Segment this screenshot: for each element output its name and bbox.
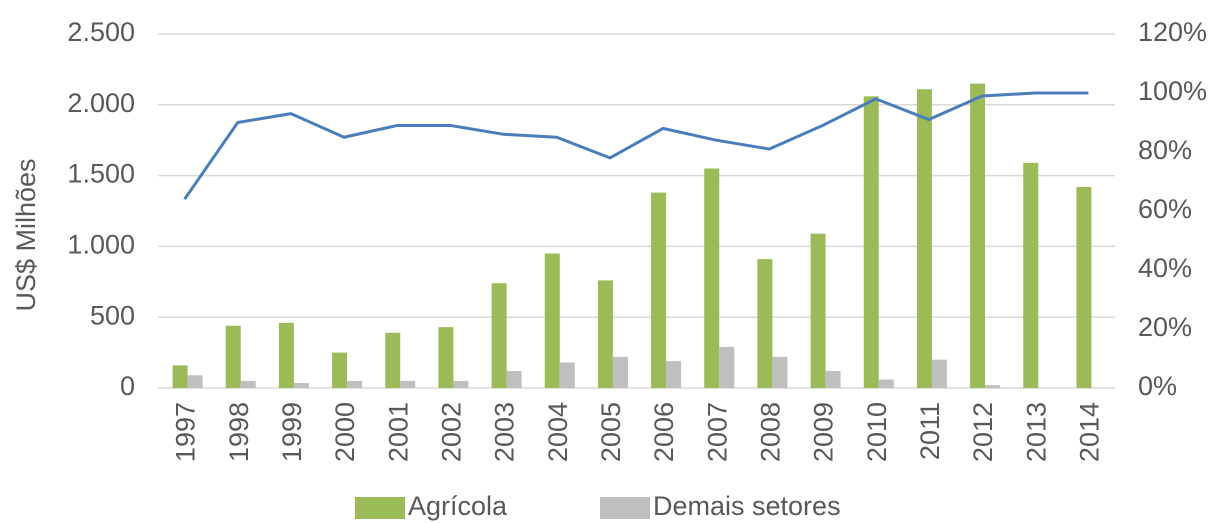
bar xyxy=(544,253,560,388)
bar xyxy=(278,322,294,388)
bar xyxy=(985,385,1001,388)
legend-swatch xyxy=(600,497,650,519)
x-tick-label: 2000 xyxy=(330,402,360,462)
bar xyxy=(240,380,256,388)
y2-tick-label: 40% xyxy=(1138,253,1192,283)
bar xyxy=(225,325,241,388)
bar xyxy=(704,168,720,388)
bar xyxy=(332,352,348,388)
legend-label: Demais setores xyxy=(653,491,841,521)
bar xyxy=(438,327,454,388)
bar xyxy=(931,359,947,388)
x-tick-label: 2013 xyxy=(1021,402,1051,462)
x-tick-label: 1997 xyxy=(171,402,201,462)
bar xyxy=(187,375,203,388)
bar xyxy=(400,380,416,388)
bar xyxy=(1076,186,1092,388)
x-tick-label: 2002 xyxy=(437,402,467,462)
x-tick-label: 2012 xyxy=(968,402,998,462)
bar xyxy=(293,383,309,388)
y-tick-label: 1.500 xyxy=(67,159,135,189)
y-tick-label: 0 xyxy=(120,371,135,401)
y-tick-label: 500 xyxy=(90,300,135,330)
bar xyxy=(597,280,613,388)
bar xyxy=(612,356,628,388)
legend-label: Agrícola xyxy=(408,491,508,521)
bar xyxy=(1023,162,1039,388)
y2-tick-label: 20% xyxy=(1138,312,1192,342)
bar xyxy=(172,365,188,388)
x-tick-label: 1998 xyxy=(224,402,254,462)
bar xyxy=(916,89,932,388)
x-tick-label: 2007 xyxy=(702,402,732,462)
x-tick-label: 2004 xyxy=(543,402,573,462)
x-tick-label: 1999 xyxy=(277,402,307,462)
bar xyxy=(757,259,773,388)
y-tick-label: 1.000 xyxy=(67,230,135,260)
bar xyxy=(863,96,879,388)
bar xyxy=(559,362,575,388)
y2-tick-label: 120% xyxy=(1138,17,1207,47)
line xyxy=(183,91,1089,201)
bar xyxy=(772,356,788,388)
bar xyxy=(347,380,363,388)
bar xyxy=(878,379,894,388)
bar xyxy=(810,233,826,388)
y-axis-label: US$ Milhões xyxy=(11,158,41,311)
x-tick-label: 2011 xyxy=(915,402,945,460)
y2-tick-label: 80% xyxy=(1138,135,1192,165)
legend-swatch xyxy=(355,497,405,519)
x-tick-label: 2001 xyxy=(383,402,413,462)
bar xyxy=(719,346,735,388)
bar xyxy=(385,332,401,388)
x-tick-label: 2008 xyxy=(756,402,786,462)
y-tick-label: 2.500 xyxy=(67,17,135,47)
bar xyxy=(666,361,682,388)
bar xyxy=(453,380,469,388)
bar xyxy=(491,283,507,388)
x-tick-label: 2010 xyxy=(862,402,892,462)
x-tick-label: 2009 xyxy=(809,402,839,462)
y2-tick-label: 100% xyxy=(1138,76,1207,106)
bar xyxy=(651,192,667,388)
bar xyxy=(825,371,841,388)
y2-tick-label: 60% xyxy=(1138,194,1192,224)
y-tick-label: 2.000 xyxy=(67,88,135,118)
x-tick-label: 2014 xyxy=(1075,402,1105,462)
y2-tick-label: 0% xyxy=(1138,371,1177,401)
x-tick-label: 2003 xyxy=(490,402,520,462)
x-tick-label: 2005 xyxy=(596,402,626,462)
bar xyxy=(970,83,986,388)
x-tick-label: 2006 xyxy=(649,402,679,462)
bar xyxy=(506,371,522,388)
